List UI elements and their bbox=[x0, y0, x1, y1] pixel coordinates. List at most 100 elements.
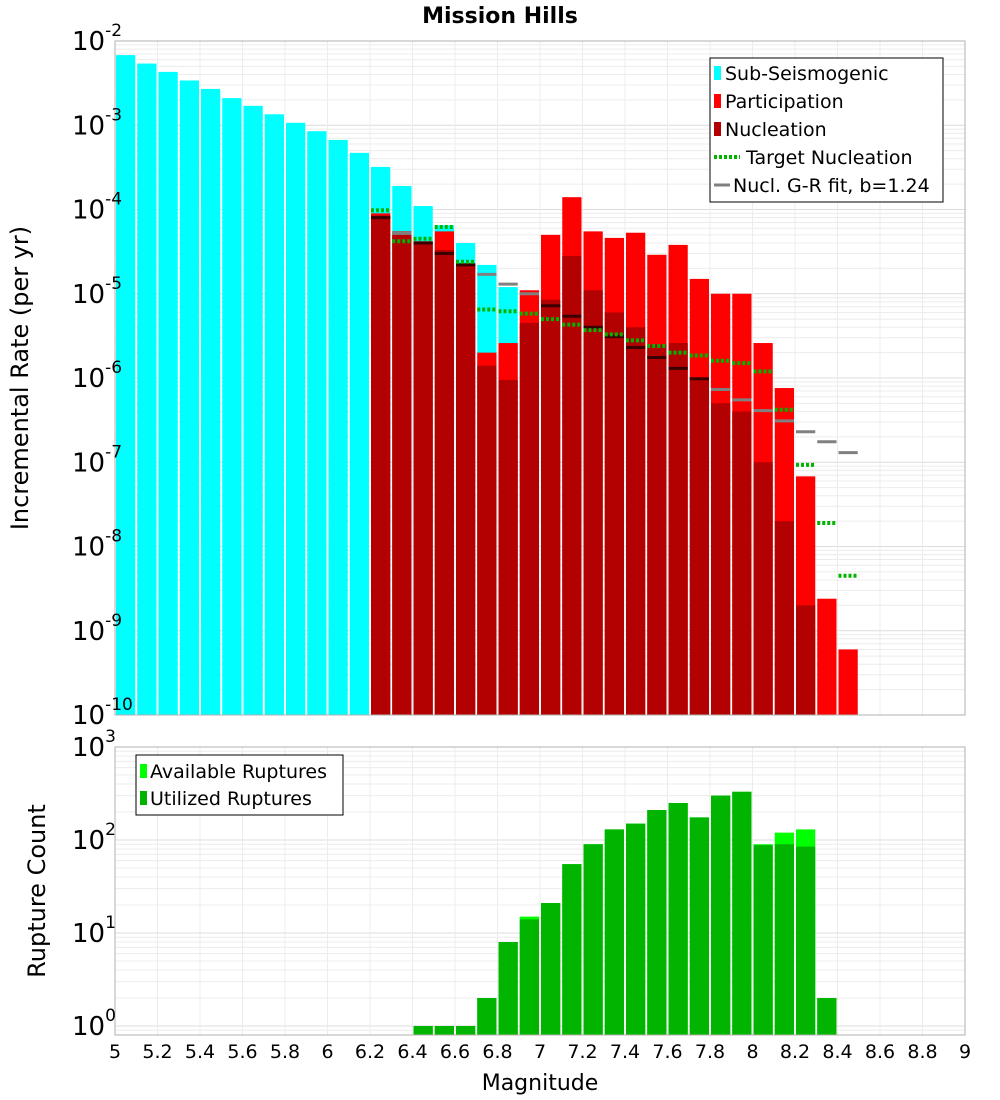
legend-label: Participation bbox=[725, 91, 844, 113]
nucleation-bar bbox=[604, 312, 624, 715]
utilized-ruptures-bar bbox=[477, 997, 497, 1035]
nucleation-bar bbox=[456, 264, 476, 715]
utilized-ruptures-bar bbox=[711, 795, 731, 1035]
nucleation-bar bbox=[583, 290, 603, 715]
bottom-x-ticks: 5 5.2 5.4 5.6 5.8 6 6.2 6.4 6.6 6.8 7 7.2 7.4 7.6 7.8 8… bbox=[109, 1041, 971, 1063]
legend-label: Nucl. G-R fit, b=1.24 bbox=[733, 175, 930, 197]
utilized-ruptures-bar bbox=[498, 942, 518, 1035]
x-tick-label: 8.8 bbox=[907, 1041, 937, 1063]
utilized-ruptures-bar bbox=[541, 903, 561, 1035]
utilized-ruptures-bar bbox=[604, 829, 624, 1035]
top-y-tick-label: 10-10 bbox=[72, 695, 133, 731]
x-tick-label: 5.6 bbox=[227, 1041, 257, 1063]
x-tick-label: 7.6 bbox=[652, 1041, 682, 1063]
nucleation-bar bbox=[732, 411, 752, 715]
sub-seismogenic-bar bbox=[137, 63, 157, 715]
utilized-ruptures-bar bbox=[626, 823, 646, 1035]
x-axis-label: Magnitude bbox=[482, 1071, 599, 1096]
bottom-y-tick-label: 102 bbox=[72, 820, 116, 856]
nucleation-bar bbox=[668, 343, 688, 715]
utilized-ruptures-bar bbox=[796, 846, 816, 1035]
x-tick-label: 6.4 bbox=[397, 1041, 427, 1063]
nucleation-bar bbox=[753, 462, 773, 715]
nucleation-bar bbox=[541, 299, 561, 715]
x-tick-label: 5 bbox=[109, 1041, 121, 1063]
nucleation-bar bbox=[477, 365, 497, 715]
bottom-legend-box bbox=[135, 754, 344, 816]
bottom-y-ticks: 100 101 102 103 bbox=[72, 727, 116, 1042]
legend-swatch bbox=[714, 94, 721, 108]
x-tick-label: 9 bbox=[959, 1041, 971, 1063]
participation-bar bbox=[817, 598, 837, 715]
nucleation-bar bbox=[774, 521, 794, 715]
x-tick-label: 7.4 bbox=[610, 1041, 640, 1063]
x-tick-label: 8 bbox=[746, 1041, 758, 1063]
nucleation-bar bbox=[796, 605, 816, 715]
participation-bar bbox=[838, 649, 858, 715]
utilized-ruptures-bar bbox=[456, 1025, 476, 1035]
x-tick-label: 8.4 bbox=[822, 1041, 852, 1063]
utilized-ruptures-bar bbox=[519, 919, 539, 1035]
x-tick-label: 8.6 bbox=[865, 1041, 895, 1063]
bottom-y-tick-label: 100 bbox=[72, 1006, 116, 1042]
utilized-ruptures-bar bbox=[647, 810, 667, 1035]
bottom-y-tick-label: 101 bbox=[72, 913, 116, 949]
nucleation-bar bbox=[413, 243, 433, 716]
utilized-ruptures-bar bbox=[817, 997, 837, 1035]
sub-seismogenic-bar bbox=[349, 152, 369, 716]
legend-label: Available Ruptures bbox=[150, 761, 327, 783]
x-tick-label: 7.2 bbox=[567, 1041, 597, 1063]
nucleation-bar bbox=[562, 256, 582, 715]
utilized-ruptures-bar bbox=[583, 844, 603, 1035]
x-tick-label: 6.2 bbox=[355, 1041, 385, 1063]
utilized-ruptures-bar bbox=[413, 1025, 433, 1035]
utilized-ruptures-bar bbox=[434, 1025, 454, 1035]
legend-label: Utilized Ruptures bbox=[150, 788, 312, 810]
nucleation-bar bbox=[434, 250, 454, 716]
top-bars bbox=[116, 55, 858, 716]
bottom-bars bbox=[413, 791, 837, 1035]
x-tick-label: 6 bbox=[321, 1041, 333, 1063]
top-lines bbox=[371, 208, 858, 578]
legend-label: Nucleation bbox=[725, 119, 827, 141]
x-tick-label: 6.8 bbox=[482, 1041, 512, 1063]
bottom-y-axis-label: Rupture Count bbox=[23, 804, 51, 978]
nucleation-bar bbox=[498, 379, 518, 715]
utilized-ruptures-bar bbox=[668, 802, 688, 1035]
nucleation-bar bbox=[711, 403, 731, 715]
legend-swatch bbox=[140, 791, 147, 805]
x-tick-label: 8.2 bbox=[780, 1041, 810, 1063]
legend-swatch bbox=[140, 764, 147, 778]
sub-seismogenic-bar bbox=[116, 55, 136, 715]
x-tick-label: 6.6 bbox=[440, 1041, 470, 1063]
sub-seismogenic-bar bbox=[158, 71, 178, 716]
legend-label: Target Nucleation bbox=[745, 147, 913, 169]
utilized-ruptures-bar bbox=[753, 845, 773, 1035]
sub-seismogenic-bar bbox=[307, 131, 327, 715]
x-tick-label: 5.8 bbox=[270, 1041, 300, 1063]
x-tick-label: 5.2 bbox=[142, 1041, 172, 1063]
sub-seismogenic-bar bbox=[243, 105, 263, 716]
nucleation-bar bbox=[647, 344, 667, 715]
sub-seismogenic-bar bbox=[286, 122, 306, 715]
x-tick-label: 7 bbox=[534, 1041, 546, 1063]
bottom-legend: Available Ruptures Utilized Ruptures bbox=[135, 754, 344, 816]
nucleation-bar bbox=[626, 327, 646, 715]
utilized-ruptures-bar bbox=[689, 817, 709, 1035]
legend-swatch bbox=[714, 122, 721, 136]
top-legend-box bbox=[709, 57, 944, 203]
bottom-plot-frame bbox=[114, 746, 966, 1036]
utilized-ruptures-bar bbox=[732, 791, 752, 1035]
nucleation-bar bbox=[689, 378, 709, 715]
sub-seismogenic-bar bbox=[201, 88, 221, 716]
utilized-ruptures-bar bbox=[562, 864, 582, 1035]
top-legend: Sub-Seismogenic Participation Nucleation Ta… bbox=[709, 57, 944, 203]
sub-seismogenic-bar bbox=[179, 80, 199, 715]
bottom-panel: 100 101 102 103 5 5.2 5.4 5.6 5.8 6 6.2 6.4 6.6 6.8 7… bbox=[23, 727, 971, 1096]
x-tick-label: 7.8 bbox=[695, 1041, 725, 1063]
top-plot-frame bbox=[114, 40, 966, 716]
bottom-y-tick-label: 103 bbox=[72, 727, 116, 763]
x-tick-label: 5.4 bbox=[185, 1041, 215, 1063]
nucleation-bar bbox=[392, 234, 412, 716]
